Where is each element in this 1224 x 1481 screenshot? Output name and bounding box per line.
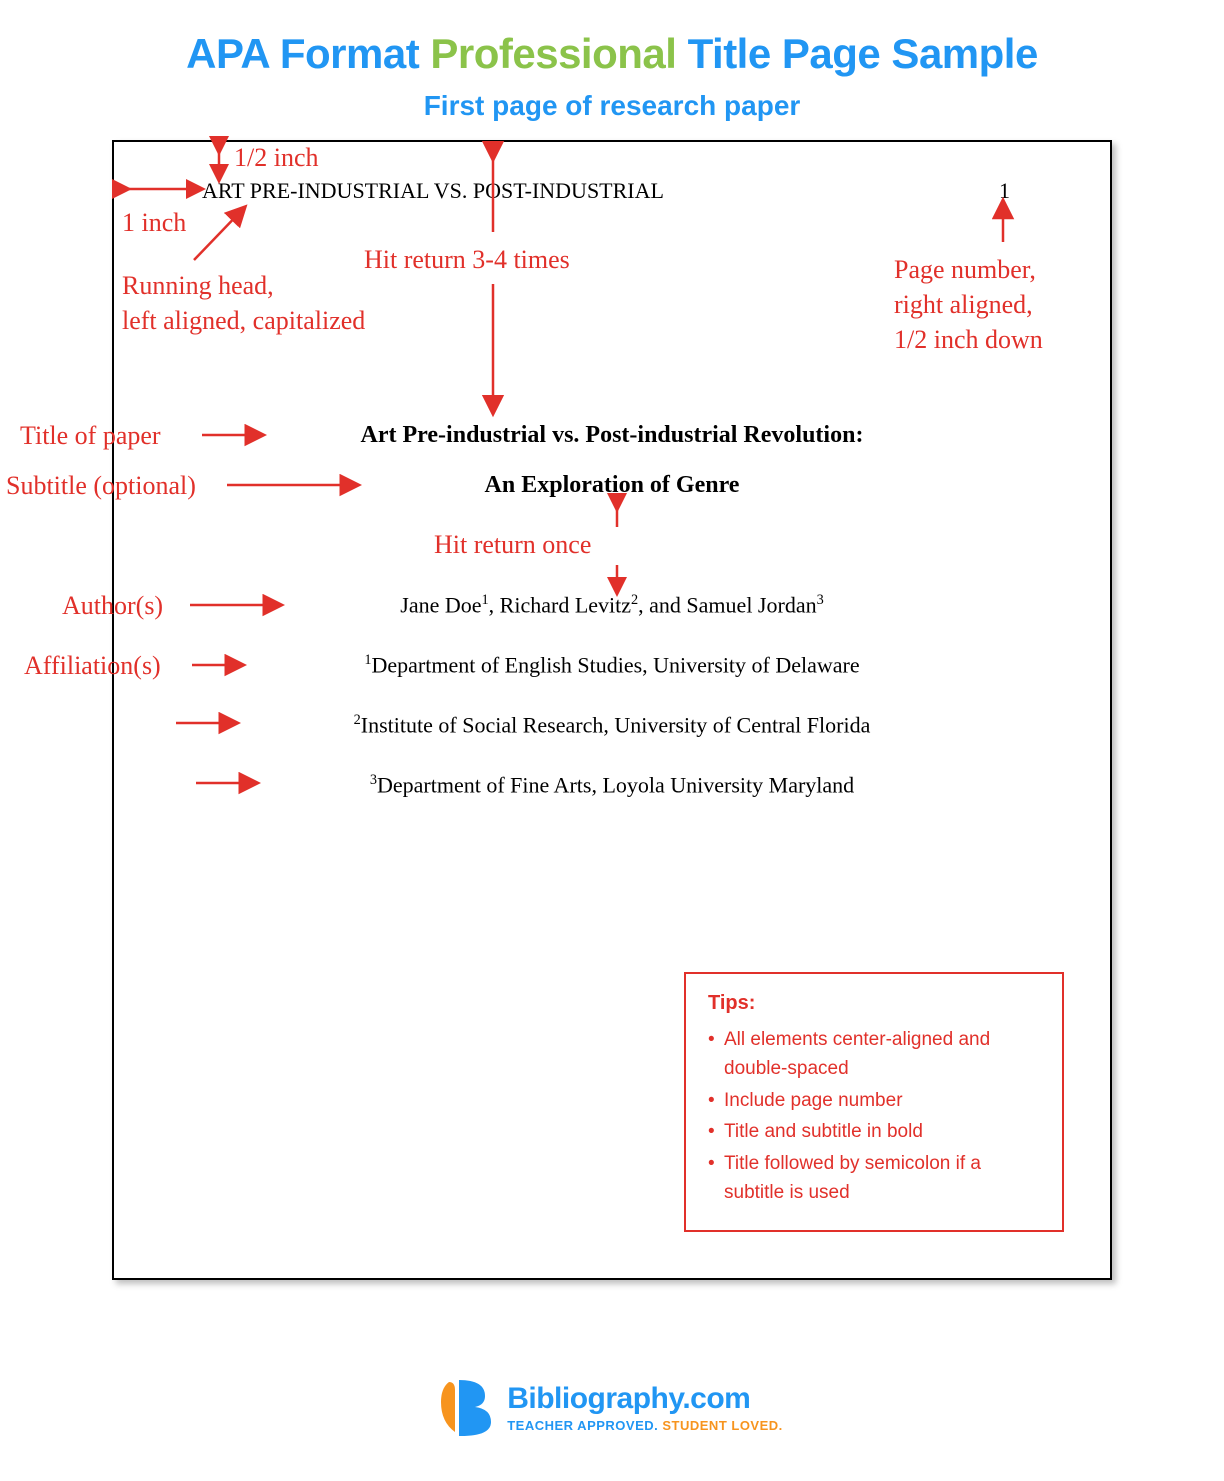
tips-item: All elements center-aligned and double-s… xyxy=(708,1025,1040,1084)
tips-list: All elements center-aligned and double-s… xyxy=(708,1025,1040,1208)
arrow-running-head-icon xyxy=(184,200,264,270)
logo-text: Bibliography.com TEACHER APPROVED. STUDE… xyxy=(507,1382,783,1433)
arrow-authors-icon xyxy=(188,598,288,612)
tagline-part1: TEACHER APPROVED. xyxy=(507,1418,662,1433)
annot-page-number: Page number, right aligned, 1/2 inch dow… xyxy=(894,252,1043,357)
arrow-affil2-icon xyxy=(174,716,244,730)
annot-running-head: Running head, left aligned, capitalized xyxy=(122,268,365,338)
paper-affiliation-1: 1Department of English Studies, Universi… xyxy=(114,652,1110,678)
logo-mark-icon xyxy=(441,1378,493,1436)
annot-authors: Author(s) xyxy=(62,588,163,623)
paper-affiliation-2: 2Institute of Social Research, Universit… xyxy=(114,712,1110,738)
tips-item: Title followed by semicolon if a subtitl… xyxy=(708,1149,1040,1208)
annot-hit-return-once: Hit return once xyxy=(434,527,591,562)
running-head-text: ART PRE-INDUSTRIAL VS. POST-INDUSTRIAL xyxy=(202,178,664,204)
title-part2: Professional xyxy=(430,30,676,77)
arrow-hit-return-once-icon xyxy=(609,497,625,592)
tips-item: Title and subtitle in bold xyxy=(708,1117,1040,1146)
arrow-title-icon xyxy=(200,428,270,442)
tagline-part2: STUDENT LOVED. xyxy=(662,1418,782,1433)
footer-logo: Bibliography.com TEACHER APPROVED. STUDE… xyxy=(0,1378,1224,1441)
annot-page-number-text: Page number, right aligned, 1/2 inch dow… xyxy=(894,255,1043,354)
arrow-hit-return-34-icon xyxy=(484,144,502,414)
annot-half-inch: 1/2 inch xyxy=(234,140,319,175)
arrow-half-inch-icon xyxy=(212,142,226,178)
page-number-text: 1 xyxy=(999,178,1010,204)
tips-item: Include page number xyxy=(708,1086,1040,1115)
arrow-affiliations-icon xyxy=(190,658,250,672)
annot-one-inch: 1 inch xyxy=(122,205,186,240)
arrow-page-number-icon xyxy=(994,202,1012,248)
title-part3: Title Page Sample xyxy=(676,30,1037,77)
tips-box: Tips: All elements center-aligned and do… xyxy=(684,972,1064,1232)
page-main-title: APA Format Professional Title Page Sampl… xyxy=(0,0,1224,78)
arrow-subtitle-icon xyxy=(225,478,365,492)
arrow-affil3-icon xyxy=(194,776,264,790)
page-subtitle: First page of research paper xyxy=(0,90,1224,122)
logo-tagline: TEACHER APPROVED. STUDENT LOVED. xyxy=(507,1418,783,1433)
annot-subtitle-optional: Subtitle (optional) xyxy=(6,468,196,503)
arrow-one-inch-icon xyxy=(116,182,202,196)
annot-running-head-text: Running head, left aligned, capitalized xyxy=(122,271,365,335)
title-part1: APA Format xyxy=(186,30,430,77)
tips-heading: Tips: xyxy=(708,992,1040,1015)
annot-hit-return-34: Hit return 3-4 times xyxy=(364,242,570,277)
annot-title-of-paper: Title of paper xyxy=(20,418,161,453)
logo-brand: Bibliography.com xyxy=(507,1382,783,1416)
annot-affiliations: Affiliation(s) xyxy=(24,648,161,683)
